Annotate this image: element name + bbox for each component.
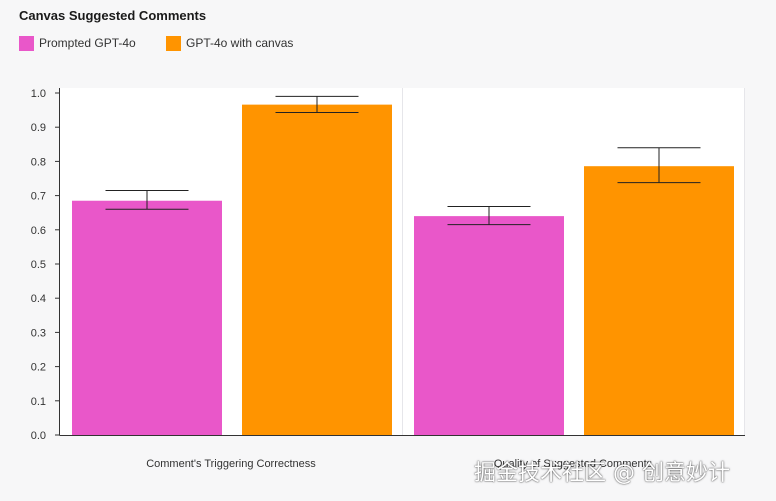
y-tick-label: 0.2 [31, 362, 46, 374]
y-tick-label: 0.6 [31, 225, 46, 237]
y-tick-label: 0.3 [31, 327, 46, 339]
x-category-label: Quality of Suggested Comments [494, 458, 653, 470]
legend-swatch-canvas [166, 36, 181, 51]
y-tick-label: 0.5 [31, 259, 46, 271]
x-category-label: Comment's Triggering Correctness [146, 458, 316, 470]
y-tick-label: 0.0 [31, 430, 46, 442]
bar-canvas-1 [584, 166, 734, 436]
y-tick-label: 0.8 [31, 156, 46, 168]
y-tick-label: 1.0 [31, 88, 46, 100]
y-tick-label: 0.7 [31, 191, 46, 203]
y-tick-label: 0.9 [31, 122, 46, 134]
bar-prompted-0 [72, 200, 222, 435]
legend-swatch-prompted [19, 36, 34, 51]
chart-title: Canvas Suggested Comments [19, 8, 207, 23]
y-tick-label: 0.1 [31, 396, 46, 408]
bar-canvas-0 [242, 104, 392, 436]
legend-label-canvas: GPT-4o with canvas [186, 36, 294, 50]
watermark-text: 掘金技术社区 @ 创意妙计 [474, 461, 730, 486]
y-tick-label: 0.4 [31, 293, 46, 305]
legend-label-prompted: Prompted GPT-4o [39, 36, 136, 50]
bar-prompted-1 [414, 216, 564, 435]
